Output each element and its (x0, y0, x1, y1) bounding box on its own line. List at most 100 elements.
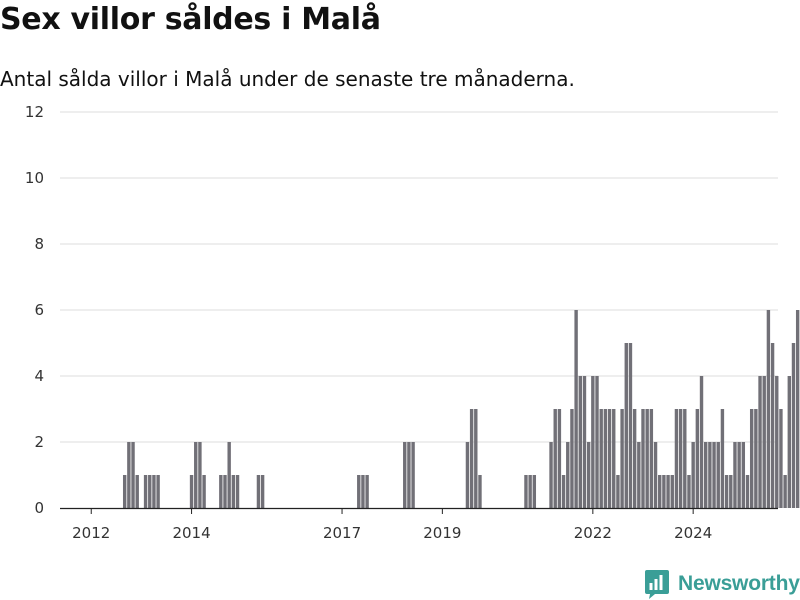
bar (733, 442, 737, 508)
bar (766, 310, 771, 508)
bar (465, 442, 470, 508)
brand-name: Newsworthy (678, 572, 800, 595)
bar (570, 409, 574, 508)
bar (553, 409, 557, 508)
bar (532, 475, 537, 508)
bar (775, 376, 779, 508)
bar (720, 409, 725, 508)
bar (528, 475, 532, 508)
bar (469, 409, 474, 508)
bar (624, 343, 628, 508)
y-tick-label: 2 (34, 433, 44, 451)
bar (779, 409, 783, 508)
bar (156, 475, 160, 508)
bar (227, 442, 231, 508)
bar (586, 442, 591, 508)
x-tick-label: 2017 (323, 524, 361, 542)
bar (670, 475, 674, 508)
bar (122, 475, 127, 508)
axes: 0 2 4 6 8 10 12 2012 2014 2017 2019 2022 2024 (25, 103, 778, 542)
bar (607, 409, 612, 508)
bar (762, 376, 766, 508)
bar (737, 442, 741, 508)
y-tick-label: 4 (34, 367, 44, 385)
bar (189, 475, 194, 508)
bar (591, 376, 595, 508)
bar (695, 409, 700, 508)
bar (235, 475, 240, 508)
bar (131, 442, 135, 508)
bar (787, 376, 791, 508)
bar (407, 442, 411, 508)
bar (716, 442, 720, 508)
bar (411, 442, 415, 508)
bar (749, 409, 754, 508)
x-tick-label: 2019 (423, 524, 461, 542)
bar (578, 376, 582, 508)
bar (704, 442, 708, 508)
brand-logo: Newsworthy (644, 569, 800, 599)
bar (674, 409, 679, 508)
bar (628, 343, 633, 508)
bar (365, 475, 369, 508)
bar (795, 310, 800, 508)
bar (637, 442, 641, 508)
bar (770, 343, 775, 508)
bar (662, 475, 666, 508)
bar (202, 475, 206, 508)
newsworthy-logo-icon (645, 570, 669, 599)
bar (616, 475, 620, 508)
bar (135, 475, 139, 508)
bar (612, 409, 616, 508)
bar (758, 376, 762, 508)
bar (361, 475, 365, 508)
y-tick-label: 10 (25, 169, 44, 187)
bar (256, 475, 261, 508)
bar (603, 409, 608, 508)
page-title: Sex villor såldes i Malå (0, 2, 381, 37)
x-tick-label: 2012 (72, 524, 110, 542)
bar (754, 409, 758, 508)
bar (658, 475, 662, 508)
bar (219, 475, 223, 508)
bar (683, 409, 687, 508)
bar (260, 475, 265, 508)
bar (557, 409, 562, 508)
bar (791, 343, 796, 508)
bar (745, 475, 750, 508)
bar (231, 475, 236, 508)
bar (649, 409, 654, 508)
bar (357, 475, 361, 508)
bar (691, 442, 695, 508)
x-tick-label: 2014 (172, 524, 210, 542)
bar (127, 442, 131, 508)
bar (574, 310, 578, 508)
gridlines (60, 111, 778, 443)
bar-series (122, 310, 800, 508)
bar (641, 409, 645, 508)
x-tick-label: 2024 (674, 524, 712, 542)
y-tick-label: 0 (34, 499, 44, 517)
bar (524, 475, 528, 508)
bar (645, 409, 649, 508)
y-tick-label: 6 (34, 301, 44, 319)
y-tick-label: 8 (34, 235, 44, 253)
bar (143, 475, 148, 508)
bar (478, 475, 482, 508)
bar (198, 442, 202, 508)
bar (708, 442, 712, 508)
bar (566, 442, 570, 508)
bar (148, 475, 152, 508)
bar (223, 475, 227, 508)
bar (712, 442, 716, 508)
bar (729, 475, 733, 508)
bar (724, 475, 729, 508)
bar (474, 409, 478, 508)
x-tick-label: 2022 (574, 524, 612, 542)
bar (620, 409, 624, 508)
bar (632, 409, 637, 508)
bar (403, 442, 407, 508)
bar (699, 376, 704, 508)
bar (152, 475, 156, 508)
bar (194, 442, 198, 508)
